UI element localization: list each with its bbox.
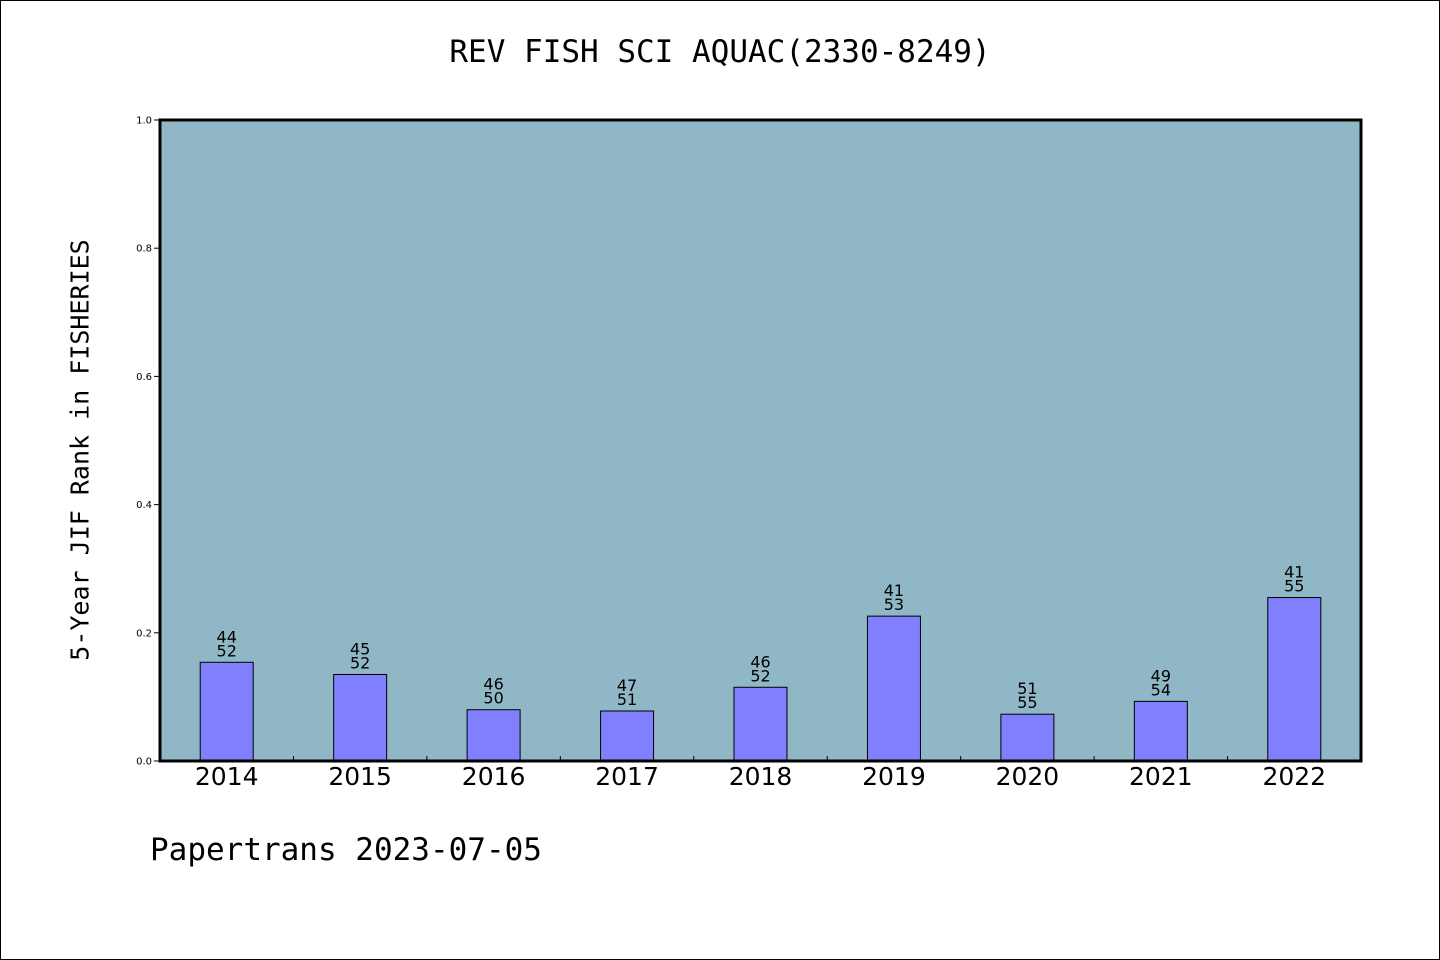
bar-label-bottom: 52 <box>217 641 237 660</box>
bar-label-top: 51 <box>1017 679 1037 698</box>
y-tick-label: 0.2 <box>136 628 152 639</box>
x-tick-label: 2018 <box>729 762 793 791</box>
bar <box>600 710 655 762</box>
chart-title: REV FISH SCI AQUAC(2330-8249) <box>449 34 991 70</box>
bar <box>866 615 921 762</box>
bar-label-top: 49 <box>1151 666 1171 685</box>
bar <box>1133 700 1188 762</box>
x-axis: 2014 2015 2016 2017 2018 2019 2020 2021 2022 <box>195 756 1326 791</box>
bar <box>733 686 788 762</box>
x-tick-label: 2021 <box>1129 762 1193 791</box>
bar <box>466 709 521 762</box>
bar-label-bottom: 55 <box>1017 693 1037 712</box>
x-tick-label: 2019 <box>862 762 926 791</box>
x-tick-label: 2016 <box>462 762 526 791</box>
bar-label-bottom: 55 <box>1284 577 1304 596</box>
bar-label-bottom: 54 <box>1151 680 1171 699</box>
x-tick-label: 2022 <box>1262 762 1326 791</box>
y-tick-label: 0.8 <box>136 244 152 255</box>
bar-label-bottom: 52 <box>350 653 370 672</box>
x-tick-label: 2020 <box>996 762 1060 791</box>
bar-label-top: 44 <box>217 627 237 646</box>
bar-label-top: 45 <box>350 639 370 658</box>
y-tick-label: 1.0 <box>136 116 152 127</box>
bar-label-bottom: 52 <box>750 666 770 685</box>
bar <box>199 661 254 762</box>
bar <box>1000 713 1055 762</box>
bar <box>1267 597 1322 762</box>
bar-label-top: 46 <box>483 675 503 694</box>
bar-label-top: 41 <box>1284 563 1304 582</box>
y-tick-label: 0.6 <box>136 372 152 383</box>
plot-area <box>160 120 1361 761</box>
x-tick-label: 2017 <box>595 762 659 791</box>
bar-label-bottom: 51 <box>617 690 637 709</box>
bar-label-bottom: 53 <box>884 595 904 614</box>
bar-label-bottom: 50 <box>483 689 503 708</box>
y-tick-label: 0.0 <box>136 757 152 768</box>
plot-border <box>158 118 1363 763</box>
y-tick-label: 0.4 <box>136 500 152 511</box>
x-tick-label: 2014 <box>195 762 259 791</box>
y-axis: 0.0 0.2 0.4 0.6 0.8 1.0 <box>136 116 160 768</box>
bar <box>333 673 388 762</box>
bar-label-top: 46 <box>750 652 770 671</box>
bar-label-top: 47 <box>617 676 637 695</box>
x-tick-label: 2015 <box>328 762 392 791</box>
bar-label-top: 41 <box>884 581 904 600</box>
footer-credit: Papertrans 2023-07-05 <box>150 832 542 868</box>
